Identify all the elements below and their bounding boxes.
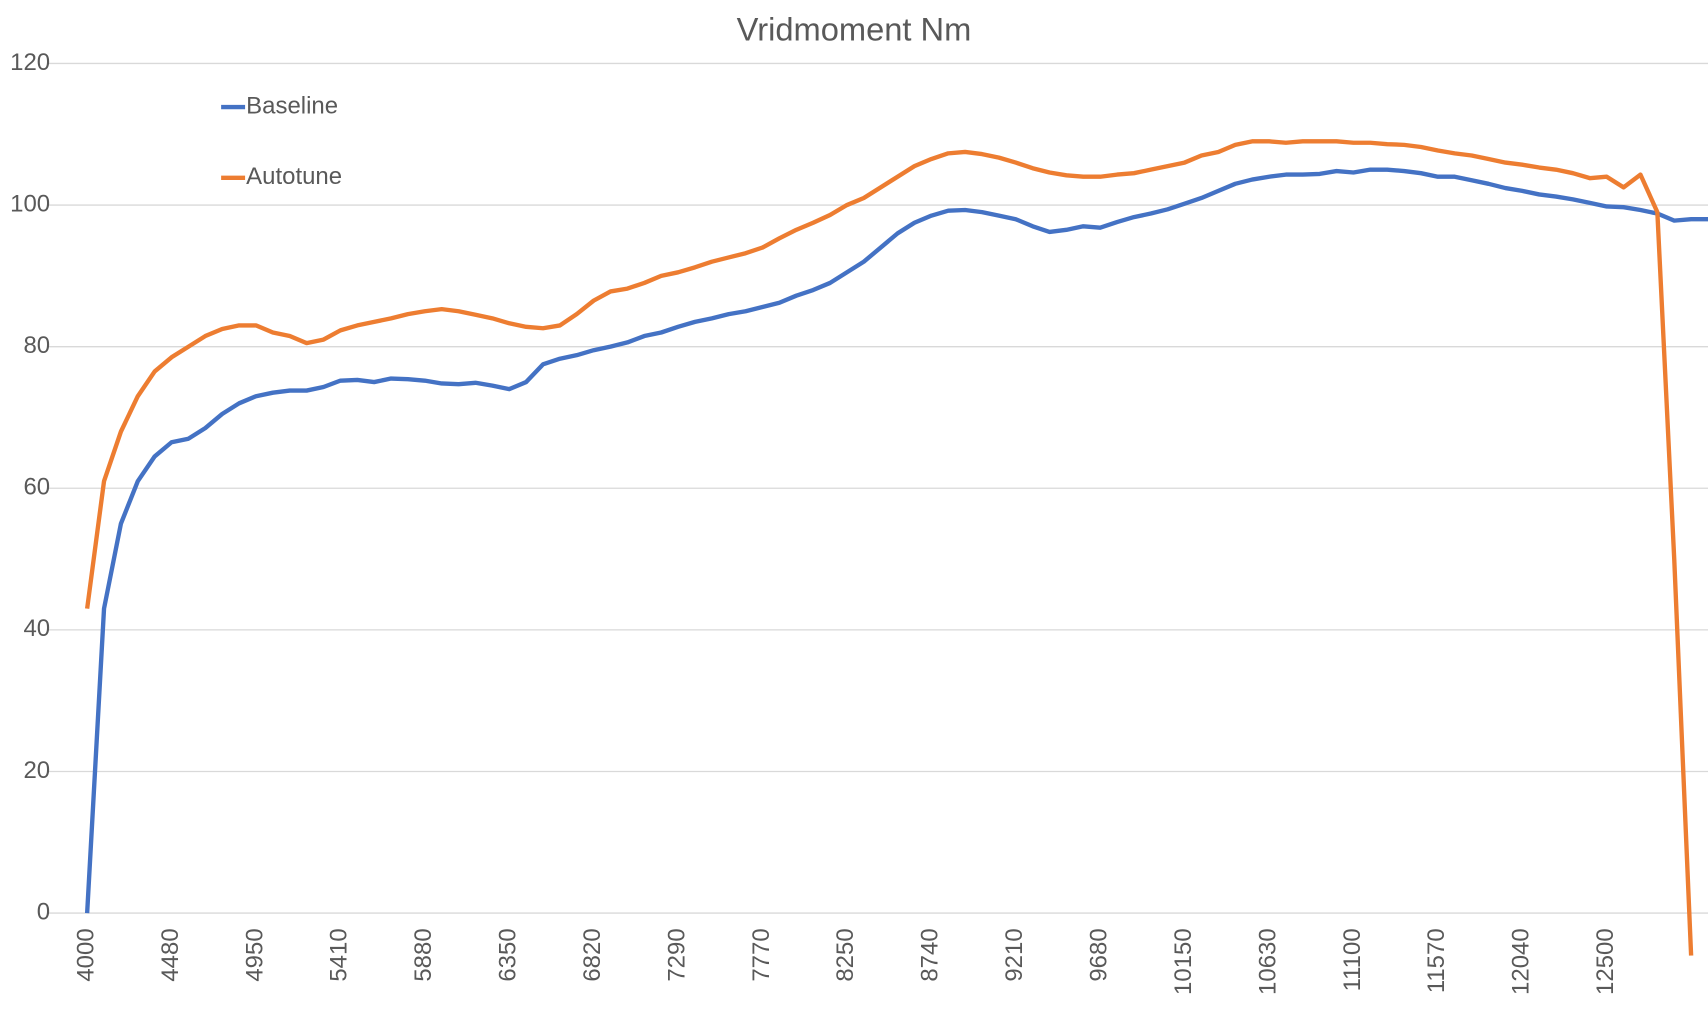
y-tick-label: 0 (37, 898, 50, 925)
x-tick-label: 7290 (663, 928, 690, 981)
y-tick-label: 20 (23, 757, 50, 784)
x-tick-label: 5410 (326, 928, 353, 981)
x-tick-label: 7770 (748, 928, 775, 981)
x-tick-label: 11570 (1423, 928, 1450, 993)
x-tick-label: 10150 (1170, 928, 1197, 995)
x-tick-label: 4950 (241, 928, 268, 981)
x-tick-label: 8250 (832, 928, 859, 981)
x-tick-label: 6350 (495, 928, 522, 981)
y-tick-label: 120 (10, 49, 50, 76)
y-tick-label: 100 (10, 190, 50, 217)
x-tick-label: 5880 (410, 928, 437, 981)
x-tick-label: 12040 (1508, 928, 1535, 995)
legend-label: Autotune (246, 163, 342, 190)
x-tick-label: 4480 (157, 928, 184, 981)
x-tick-label: 12500 (1592, 928, 1619, 995)
x-tick-label: 9680 (1086, 928, 1113, 981)
chart-title: Vridmoment Nm (737, 10, 972, 47)
x-tick-label: 6820 (579, 928, 606, 981)
y-tick-label: 80 (23, 332, 50, 359)
series-line (84, 139, 1694, 956)
y-tick-label: 60 (23, 474, 50, 501)
legend-label: Baseline (246, 92, 338, 119)
x-tick-label: 8740 (917, 928, 944, 981)
x-tick-label: 9210 (1001, 928, 1028, 981)
x-tick-label: 11100 (1339, 928, 1366, 991)
x-tick-label: 10630 (1254, 928, 1281, 995)
x-tick-label: 4000 (72, 928, 99, 981)
y-tick-label: 40 (23, 615, 50, 642)
series-line (84, 167, 1708, 914)
